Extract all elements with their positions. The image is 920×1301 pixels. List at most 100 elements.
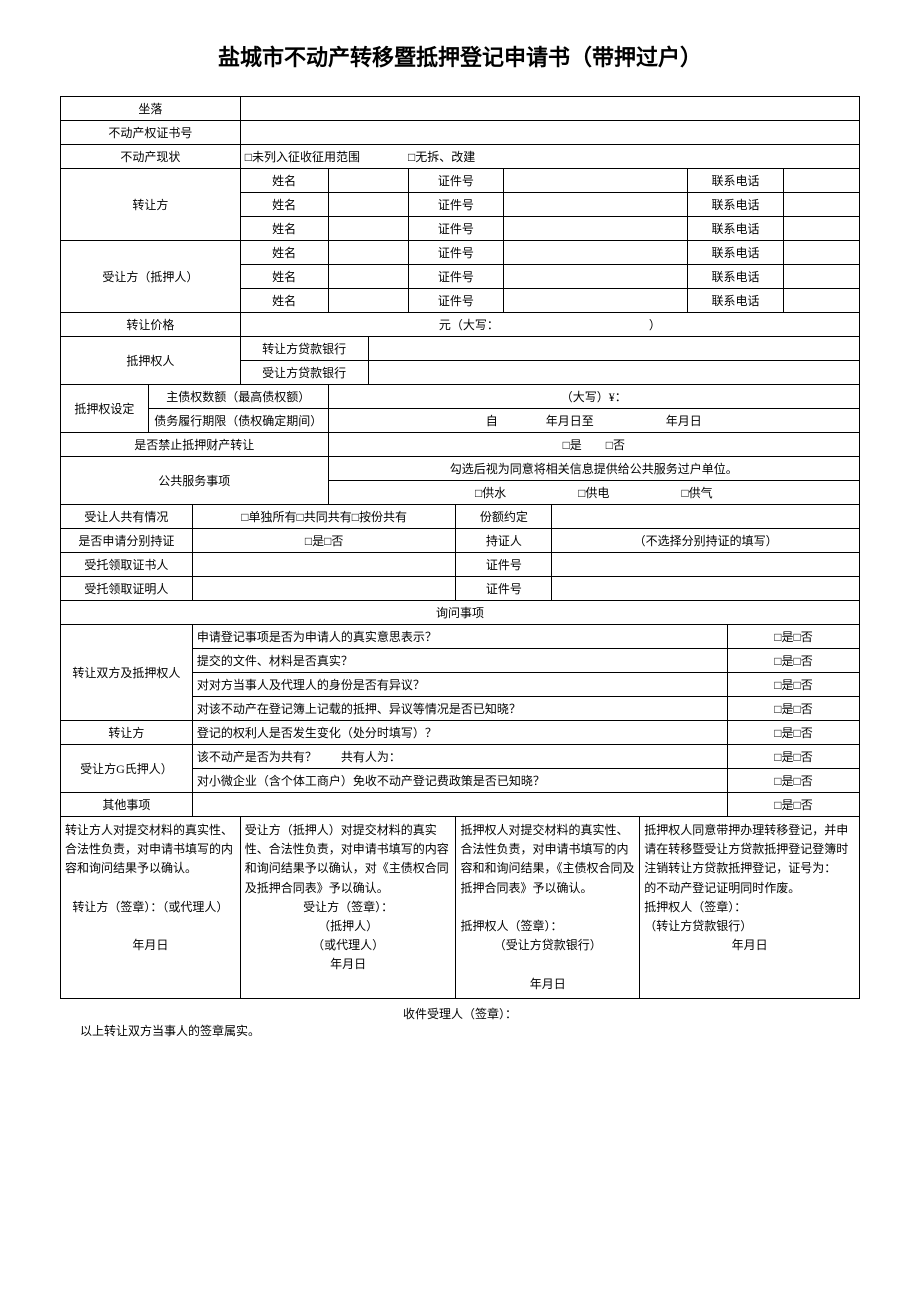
label-name: 姓名: [240, 289, 328, 313]
label-party2: 转让方: [61, 721, 193, 745]
row-signature: 转让方人对提交材料的真实性、合法性负责，对申请书填写的内容和询问结果予以确认。 …: [61, 817, 860, 999]
input-tel[interactable]: [783, 289, 859, 313]
yesno[interactable]: □是□否: [728, 697, 860, 721]
q7: 对小微企业（含个体工商户）免收不动产登记费政策是否已知晓？: [192, 769, 727, 793]
input-name[interactable]: [328, 169, 408, 193]
opt-jinzhi[interactable]: □是 □否: [328, 433, 859, 457]
label-zhuanrang: 转让方: [61, 169, 241, 241]
input-name[interactable]: [328, 289, 408, 313]
yesno[interactable]: □是□否: [728, 673, 860, 697]
q1: 申请登记事项是否为申请人的真实意思表示？: [192, 625, 727, 649]
input-tel[interactable]: [783, 217, 859, 241]
input-idno[interactable]: [552, 577, 860, 601]
input-fenyue[interactable]: [552, 505, 860, 529]
label-tel: 联系电话: [688, 217, 784, 241]
label-shourang: 受让方（抵押人）: [61, 241, 241, 313]
footer: 收件受理人（签章）： 以上转让双方当事人的签章属实。: [60, 1005, 860, 1039]
sig-col1: 转让方人对提交材料的真实性、合法性负责，对申请书填写的内容和询问结果予以确认。 …: [61, 817, 241, 999]
input-tel[interactable]: [783, 241, 859, 265]
opt-fenbie[interactable]: □是□否: [192, 529, 456, 553]
label-tel: 联系电话: [688, 241, 784, 265]
yesno[interactable]: □是□否: [728, 745, 860, 769]
label-xianzhuang: 不动产现状: [61, 145, 241, 169]
label-diyasheding: 抵押权设定: [61, 385, 149, 433]
input-zhaiwu2[interactable]: 自 年月日至 年月日: [328, 409, 859, 433]
row-shoutuo2: 受托领取证明人 证件号: [61, 577, 860, 601]
input-shoutuo1[interactable]: [192, 553, 456, 577]
input-idno[interactable]: [504, 265, 688, 289]
txt-gonggong: 勾选后视为同意将相关信息提供给公共服务过户单位。: [328, 457, 859, 481]
label-name: 姓名: [240, 217, 328, 241]
label-shoutuo1: 受托领取证书人: [61, 553, 193, 577]
page-title: 盐城市不动产转移暨抵押登记申请书（带押过户）: [60, 40, 860, 72]
input-bank2[interactable]: [368, 361, 859, 385]
row-fenbie: 是否申请分别持证 □是□否 持证人 （不选择分别持证的填写）: [61, 529, 860, 553]
label-idno: 证件号: [456, 553, 552, 577]
sig-c2-sign: 受让方（签章）：: [303, 900, 393, 914]
input-tel[interactable]: [783, 169, 859, 193]
input-price[interactable]: 元（大写： ）: [240, 313, 859, 337]
yesno[interactable]: □是□否: [728, 625, 860, 649]
yesno[interactable]: □是□否: [728, 793, 860, 817]
label-qita: 其他事项: [61, 793, 193, 817]
label-idno: 证件号: [408, 217, 504, 241]
label-name: 姓名: [240, 169, 328, 193]
input-tel[interactable]: [783, 265, 859, 289]
row-q1: 转让双方及抵押权人 申请登记事项是否为申请人的真实意思表示？ □是□否: [61, 625, 860, 649]
opt-gonggong[interactable]: □供水 □供电 □供气: [328, 481, 859, 505]
sig-c1-text: 转让方人对提交材料的真实性、合法性负责，对申请书填写的内容和询问结果予以确认。: [65, 823, 233, 875]
label-tel: 联系电话: [688, 265, 784, 289]
input-zuoluo[interactable]: [240, 97, 859, 121]
label-idno: 证件号: [408, 289, 504, 313]
sig-c3-text: 抵押权人对提交材料的真实性、合法性负责，对申请书填写的内容和和询问结果，《主债权…: [460, 823, 634, 895]
input-shoutuo2[interactable]: [192, 577, 456, 601]
input-idno[interactable]: [552, 553, 860, 577]
hint-chizheng: （不选择分别持证的填写）: [552, 529, 860, 553]
q5: 登记的权利人是否发生变化（处分时填写）？: [192, 721, 727, 745]
input-idno[interactable]: [504, 289, 688, 313]
input-name[interactable]: [328, 193, 408, 217]
input-idno[interactable]: [504, 169, 688, 193]
input-name[interactable]: [328, 265, 408, 289]
yesno[interactable]: □是□否: [728, 649, 860, 673]
row-qita: 其他事项 □是□否: [61, 793, 860, 817]
label-quanzheng: 不动产权证书号: [61, 121, 241, 145]
sig-c1-date: 年月日: [132, 938, 168, 952]
label-zhaiwu2: 债务履行期限（债权确定期间）: [148, 409, 328, 433]
sig-c2-sign2: （抵押人）: [318, 919, 378, 933]
input-idno[interactable]: [504, 217, 688, 241]
input-bank1[interactable]: [368, 337, 859, 361]
row-gonggong-1: 公共服务事项 勾选后视为同意将相关信息提供给公共服务过户单位。: [61, 457, 860, 481]
input-qita[interactable]: [192, 793, 727, 817]
row-gongyou: 受让人共有情况 □单独所有□共同共有□按份共有 份额约定: [61, 505, 860, 529]
yesno[interactable]: □是□否: [728, 769, 860, 793]
input-name[interactable]: [328, 241, 408, 265]
row-q6: 受让方G氏押人） 该不动产是否为共有？ 共有人为： □是□否: [61, 745, 860, 769]
input-idno[interactable]: [504, 241, 688, 265]
label-chizheng: 持证人: [456, 529, 552, 553]
yesno[interactable]: □是□否: [728, 721, 860, 745]
row-jinzhi: 是否禁止抵押财产转让 □是 □否: [61, 433, 860, 457]
row-diya-2: 债务履行期限（债权确定期间） 自 年月日至 年月日: [61, 409, 860, 433]
label-xunwen: 询问事项: [61, 601, 860, 625]
input-zhaiwu1[interactable]: （大写）¥：: [328, 385, 859, 409]
sig-col4: 抵押权人同意带押办理转移登记，并申请在转移暨受让方贷款抵押登记登簿时注销转让方贷…: [640, 817, 860, 999]
label-name: 姓名: [240, 193, 328, 217]
label-bank2: 受让方贷款银行: [240, 361, 368, 385]
sig-c2-sign3: （或代理人）: [312, 938, 384, 952]
label-party1: 转让双方及抵押权人: [61, 625, 193, 721]
input-tel[interactable]: [783, 193, 859, 217]
application-form: 坐落 不动产权证书号 不动产现状 □未列入征收征用范围 □无拆、改建 转让方 姓…: [60, 96, 860, 999]
row-quanzheng: 不动产权证书号: [61, 121, 860, 145]
label-party3: 受让方G氏押人）: [61, 745, 193, 793]
opt-xianzhuang[interactable]: □未列入征收征用范围 □无拆、改建: [240, 145, 859, 169]
opt-gongyou[interactable]: □单独所有□共同共有□按份共有: [192, 505, 456, 529]
sig-c2-date: 年月日: [330, 957, 366, 971]
input-idno[interactable]: [504, 193, 688, 217]
q2: 提交的文件、材料是否真实？: [192, 649, 727, 673]
label-gonggong: 公共服务事项: [61, 457, 329, 505]
input-quanzheng[interactable]: [240, 121, 859, 145]
row-zhuanrang-1: 转让方 姓名 证件号 联系电话: [61, 169, 860, 193]
row-q5: 转让方 登记的权利人是否发生变化（处分时填写）？ □是□否: [61, 721, 860, 745]
input-name[interactable]: [328, 217, 408, 241]
